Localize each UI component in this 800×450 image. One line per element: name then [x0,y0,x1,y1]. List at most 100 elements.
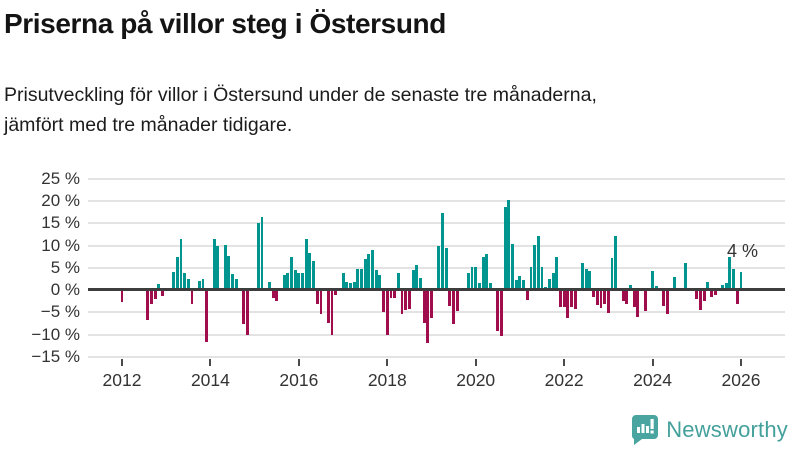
x-axis-tick [739,358,742,366]
zero-axis-line [88,288,785,291]
gridline [88,177,785,180]
x-axis-tick-label: 2020 [456,369,496,390]
y-axis-tick-label: 0 % [50,280,80,299]
bar-positive [418,277,422,290]
bar-negative [190,291,194,305]
bar-positive [584,268,588,290]
newsworthy-logo-icon [632,415,659,445]
bar-positive [511,244,514,290]
gridline [88,333,785,336]
bar-negative [570,291,573,308]
bar-positive [728,257,732,290]
bar-positive [186,278,190,290]
newsworthy-logo-text: Newsworthy [666,417,788,442]
bar-positive [474,266,478,290]
bar-positive [555,257,559,290]
bar-positive [360,268,363,290]
bar-negative [275,291,279,302]
bar-negative [632,291,636,308]
bar-negative [643,291,647,312]
y-axis-tick-label: −5 % [40,302,80,322]
bar-positive [507,200,511,290]
bar-positive [348,282,352,290]
gridline [88,222,785,225]
page-title: Priserna på villor steg i Östersund [4,8,446,39]
bar-negative [245,291,249,336]
bar-negative [120,291,124,303]
bar-positive [286,273,290,290]
x-axis-tick [386,358,389,366]
bar-positive [588,270,592,290]
y-axis-tick-label: −10 % [31,324,80,344]
bar-positive [282,274,286,290]
bar-positive [356,268,360,290]
bar-positive [540,266,544,290]
bar-positive [216,245,220,290]
bar-positive [234,278,238,290]
last-value-label: 4 % [726,241,759,261]
bar-positive [183,273,187,290]
bar-positive [352,281,356,290]
y-axis-tick-label: 25 % [41,168,80,188]
bar-positive [477,282,481,290]
bar-negative [500,291,503,337]
bar-positive [304,238,308,290]
x-axis-tick [297,358,300,366]
bar-negative [385,291,389,335]
bar-positive [363,258,367,290]
bar-negative [603,291,607,305]
newsworthy-logo: Newsworthy [631,414,788,446]
bar-positive [654,285,658,290]
bar-negative [699,291,702,310]
bar-negative [665,291,669,315]
bar-positive [415,264,419,290]
x-axis-tick-label: 2026 [721,369,761,390]
bar-positive [172,271,176,290]
x-axis-tick-label: 2016 [279,369,319,390]
bar-positive [724,283,728,290]
gridline [88,244,785,247]
bar-positive [581,262,584,290]
bar-positive [267,281,271,290]
bar-positive [378,274,382,290]
bar-positive [503,207,507,290]
bar-positive [732,268,736,290]
gridline [88,311,785,314]
bar-positive [444,247,448,290]
bar-negative [496,291,500,331]
bar-positive [212,239,216,290]
bar-positive [441,213,444,290]
bar-negative [525,291,529,300]
bar-positive [551,273,555,290]
subtitle-line-1: Prisutveckling för villor i Östersund un… [4,84,597,106]
bar-negative [426,291,430,343]
bar-positive [231,273,234,290]
bar-negative [271,291,275,298]
bar-negative [713,291,717,295]
bar-negative [430,291,433,319]
x-axis-tick [474,358,477,366]
bar-positive [396,273,400,290]
bar-negative [735,291,739,304]
bar-positive [374,269,378,290]
x-axis-tick [121,358,123,366]
bar-positive [533,244,537,290]
x-axis-tick [209,358,212,366]
bar-positive [371,249,374,290]
bar-positive [367,254,371,290]
bar-negative [452,291,456,324]
y-axis-tick-label: 15 % [41,213,80,233]
bar-negative [146,291,150,321]
bar-positive [437,245,441,290]
bar-negative [566,291,570,319]
bar-negative [559,291,562,308]
bar-negative [422,291,426,324]
bar-positive [651,270,654,290]
bar-negative [695,291,699,299]
bar-positive [260,216,264,290]
bar-negative [636,291,640,318]
bar-negative [592,291,596,298]
x-axis-tick [651,358,654,366]
bar-negative [205,291,209,343]
